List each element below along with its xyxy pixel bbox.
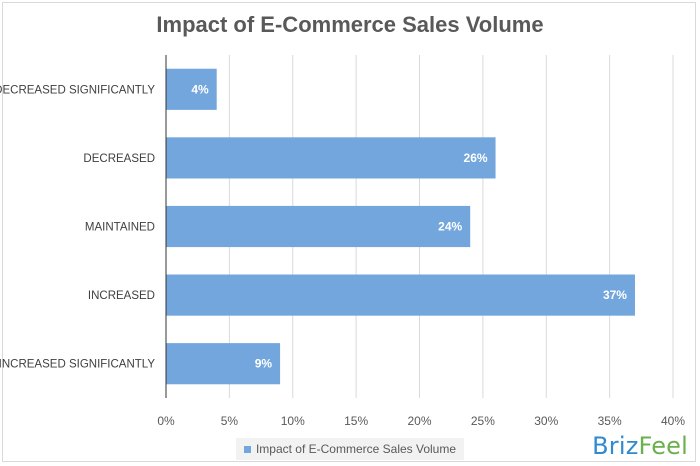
bar-data-label: 4% (191, 82, 209, 96)
x-tick-label: 30% (534, 414, 558, 428)
category-labels: DECREASED SIGNIFICANTLY DECREASED MAINTAIN… (0, 84, 155, 370)
legend-label: Impact of E-Commerce Sales Volume (255, 442, 457, 456)
bar-data-label: 9% (255, 357, 273, 371)
legend-swatch (243, 445, 251, 453)
bars: 4% 26% 24% 37% 9% (166, 68, 635, 385)
bar-data-label: 37% (603, 288, 627, 302)
bar (166, 205, 471, 248)
category-label: INCREASED (88, 290, 155, 302)
x-tick-label: 25% (471, 414, 495, 428)
x-tick-label: 0% (157, 414, 175, 428)
bar-data-label: 24% (438, 220, 462, 234)
x-tick-label: 15% (344, 414, 368, 428)
bar (166, 68, 217, 110)
category-label: DECREASED (83, 153, 155, 165)
legend-item: Impact of E-Commerce Sales Volume (235, 438, 465, 460)
category-label: DECREASED SIGNIFICANTLY (0, 84, 155, 96)
category-label: MAINTAINED (85, 222, 155, 234)
legend: Impact of E-Commerce Sales Volume (0, 438, 700, 460)
x-tick-label: 20% (407, 414, 431, 428)
bar-data-label: 26% (464, 151, 488, 165)
x-tick-label: 10% (281, 414, 305, 428)
x-tick-label: 5% (221, 414, 239, 428)
brand-logo-part2: Feel (638, 432, 688, 460)
brand-logo-part1: Briz (592, 432, 639, 460)
chart-title: Impact of E-Commerce Sales Volume (156, 12, 544, 37)
category-label: INCREASED SIGNIFICANTLY (0, 359, 155, 371)
x-tick-labels: 0% 5% 10% 15% 20% 25% 30% 35% 40% (157, 414, 685, 428)
x-tick-label: 40% (661, 414, 685, 428)
brand-logo: BrizFeel (592, 432, 688, 460)
bar (166, 137, 496, 179)
bar (166, 274, 635, 316)
bar (166, 343, 281, 385)
x-tick-label: 35% (598, 414, 622, 428)
